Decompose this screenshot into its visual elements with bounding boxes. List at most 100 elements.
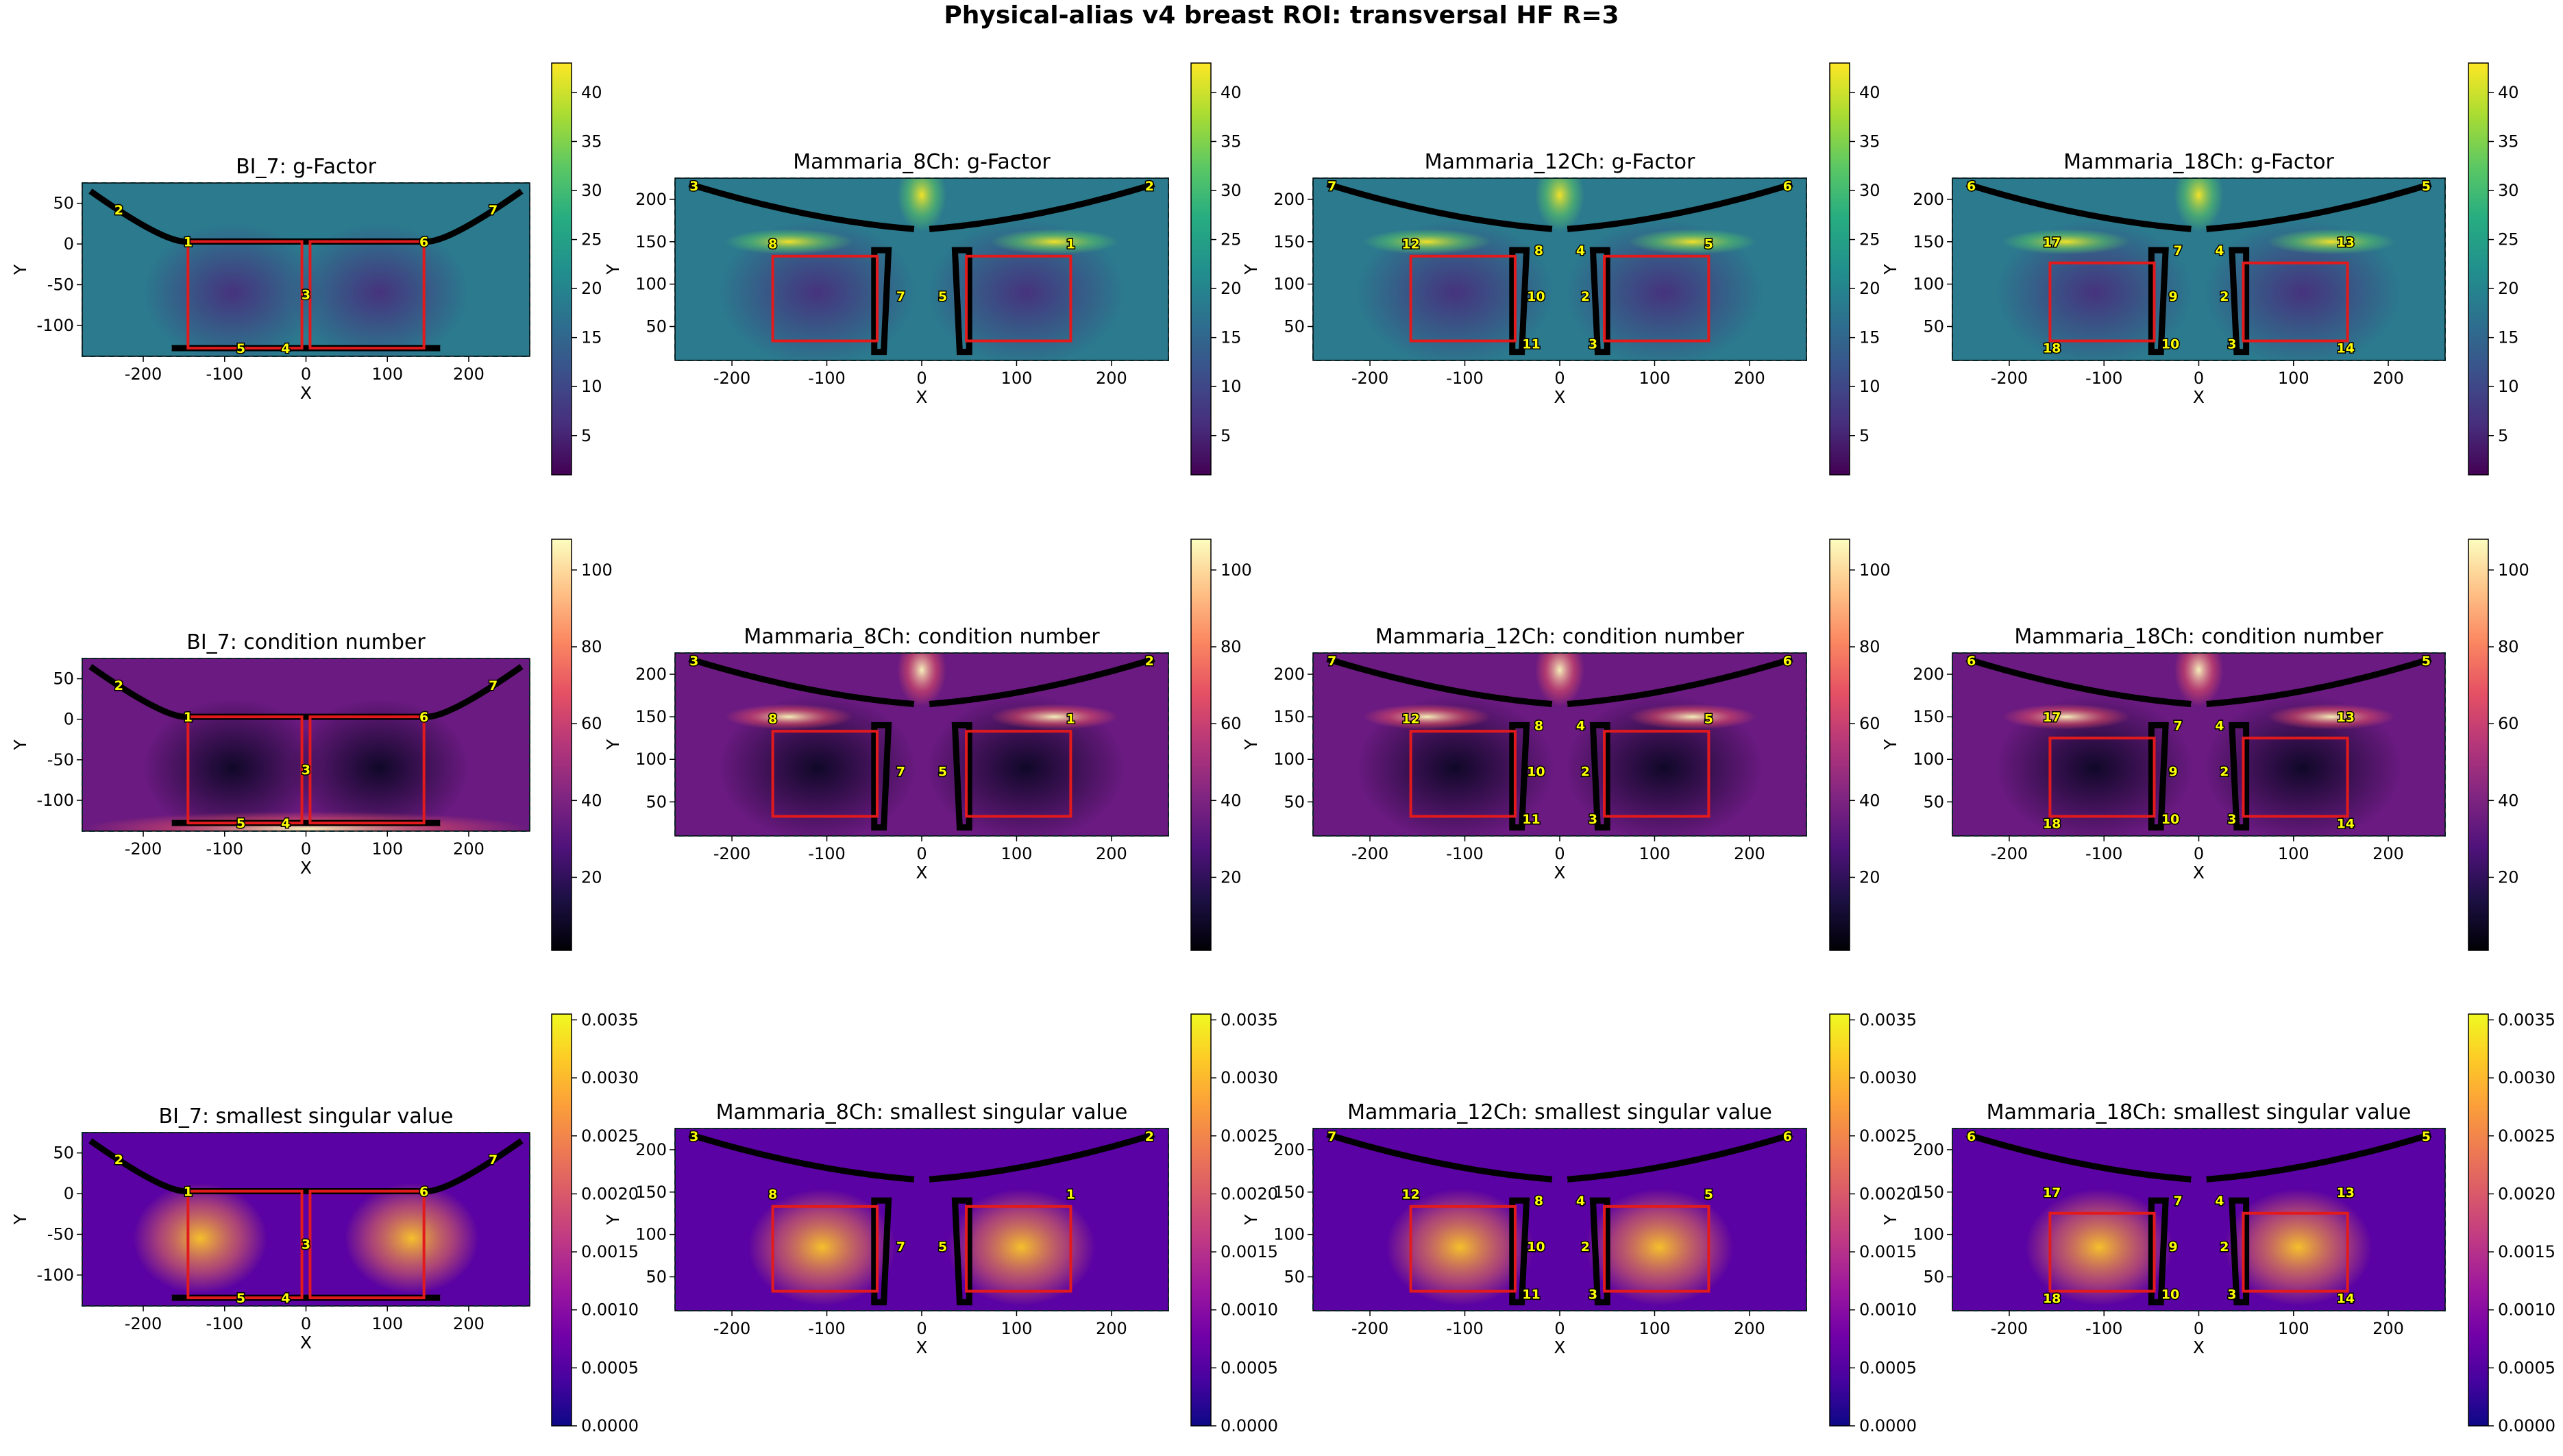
x-tick-label: 100	[371, 365, 403, 384]
panel-5: 1 2 3 4 5 6 7 BI_7: condition number -200 -100 0 10…	[10, 539, 613, 951]
coil-label: 4	[1576, 719, 1585, 734]
coil-label: 7	[896, 289, 905, 304]
coil-label: 1	[184, 235, 193, 250]
y-tick-label: 150	[635, 1183, 667, 1202]
colorbar	[551, 62, 572, 476]
coil-label: 11	[1522, 1287, 1540, 1302]
colorbar-tick-label: 0.0000	[2498, 1416, 2555, 1435]
coil-label: 6	[1967, 179, 1976, 194]
coil-label: 11	[1522, 812, 1540, 827]
colorbar-tick-label: 0.0020	[2498, 1184, 2555, 1203]
figure-title: Physical-alias v4 breast ROI: transversa…	[944, 1, 1619, 29]
panel-4: 2 3 4 5 6 7 9 10 13 14 17 18 Mammaria_18Ch: g-Factor…	[1880, 62, 2519, 476]
hot-band	[724, 704, 853, 730]
colorbar-tick-label: 100	[1859, 560, 1891, 580]
hot-band	[2002, 229, 2131, 255]
colorbar-tick-label: 0.0030	[2498, 1068, 2555, 1087]
coil-label: 4	[281, 341, 290, 356]
heatmap-field: 2 3 4 5 6 7 9 10 13 14 17 18	[1952, 178, 2445, 360]
coil-label: 10	[2161, 1287, 2179, 1302]
coil-labels: 2 3 4 5 6 7 9 10 13 14 17 18	[1966, 653, 2432, 832]
coil-label: 5	[236, 341, 245, 356]
x-tick-label: -200	[125, 365, 162, 384]
y-tick-label: 100	[635, 275, 667, 294]
colorbar-tick-label: 40	[1859, 791, 1880, 810]
roi-boxes	[186, 240, 426, 350]
colorbar-tick-label: 0.0005	[2498, 1358, 2555, 1377]
intensity-blob	[947, 1189, 1096, 1306]
x-tick-label: -200	[1991, 369, 2028, 388]
x-tick-label: 100	[1001, 1319, 1033, 1338]
panel-12: 2 3 4 5 6 7 9 10 13 14 17 18 Mammaria_18Ch: smallest…	[1880, 1010, 2555, 1435]
colorbar-tick-label: 0.0035	[2498, 1010, 2555, 1029]
heatmap-field: 2 3 4 5 6 7 9 10 13 14 17 18	[1952, 653, 2445, 836]
y-tick-label: 50	[1284, 792, 1305, 811]
y-tick-label: 50	[53, 194, 74, 213]
coil-labels: 2 3 4 5 6 7 9 10 13 14 17 18	[1966, 178, 2432, 357]
y-tick-label: 50	[1284, 1268, 1305, 1287]
coil-label: 5	[1704, 712, 1713, 727]
coil-label: 5	[1704, 1187, 1713, 1202]
x-tick-label: 100	[2278, 844, 2309, 863]
y-tick-label: 200	[635, 1140, 667, 1159]
colorbar	[1190, 1013, 1212, 1427]
coil-label: 4	[281, 816, 290, 831]
x-tick-label: 200	[1096, 844, 1127, 863]
x-tick-label: -100	[808, 1319, 845, 1338]
heatmap-field: 2 3 4 5 6 7 8 10 11 12	[1313, 178, 1806, 360]
x-axis-label: X	[916, 387, 927, 407]
coil-label: 2	[1145, 1129, 1154, 1144]
x-tick-label: -200	[1351, 369, 1388, 388]
colorbar-tick-label: 40	[2498, 791, 2519, 810]
colorbar-tick-label: 0.0020	[581, 1184, 639, 1203]
panel-title: Mammaria_8Ch: smallest singular value	[716, 1100, 1128, 1124]
hot-band	[1628, 229, 1757, 255]
x-axis-label: X	[916, 1337, 927, 1357]
y-axis-label: Y	[1241, 739, 1261, 750]
coil-label: 2	[114, 678, 123, 693]
hot-band	[2267, 229, 2396, 255]
coil-label: 8	[1534, 719, 1543, 734]
heatmap-background	[675, 1128, 1168, 1311]
colorbar-tick-label: 20	[1221, 279, 1242, 298]
hot-band	[1628, 704, 1757, 730]
coil-label: 3	[1589, 1287, 1597, 1302]
panel-title: Mammaria_12Ch: smallest singular value	[1347, 1100, 1772, 1124]
x-tick-label: -100	[206, 1314, 243, 1333]
colorbar-tick-label: 60	[2498, 714, 2519, 733]
y-tick-label: 0	[64, 710, 74, 729]
coil-label: 17	[2043, 710, 2061, 725]
coil-label: 4	[2215, 1194, 2224, 1209]
hot-center	[1535, 653, 1584, 707]
panel-6: 1 2 3 5 7 8 Mammaria_8Ch: condition number -200…	[603, 539, 1252, 951]
heatmap-field: 2 3 4 5 6 7 9 10 13 14 17 18	[1952, 1128, 2445, 1311]
colorbar-tick-label: 20	[2498, 867, 2519, 887]
colorbar-tick-label: 40	[1859, 83, 1880, 102]
y-tick-label: -50	[47, 750, 74, 769]
panel-title: Mammaria_8Ch: condition number	[744, 625, 1100, 649]
coil-label: 4	[281, 1291, 290, 1306]
y-tick-label: 200	[635, 665, 667, 684]
coil-label: 2	[1581, 765, 1590, 780]
y-tick-label: 0	[64, 234, 74, 254]
colorbar-tick-label: 0.0010	[581, 1300, 639, 1320]
coil-label: 17	[2043, 235, 2061, 250]
x-axis-label: X	[1554, 1337, 1565, 1357]
low-value-region	[2204, 219, 2402, 360]
coil-edges	[688, 656, 1155, 831]
x-tick-label: 0	[916, 1319, 927, 1338]
y-tick-label: 100	[1273, 275, 1305, 294]
colorbar-tick-label: 0.0035	[1859, 1010, 1917, 1029]
colorbar	[551, 539, 572, 951]
colorbar-tick-label: 0.0025	[581, 1126, 639, 1146]
heatmap-field: 1 2 3 4 5 6 7	[82, 658, 530, 831]
colorbar-tick-label: 30	[1859, 181, 1880, 200]
y-tick-label: 150	[1913, 232, 1944, 251]
coil-label: 2	[1581, 1239, 1590, 1255]
y-tick-label: -50	[47, 1224, 74, 1244]
colorbar-tick-label: 0.0030	[1859, 1068, 1917, 1087]
colorbar-tick-label: 60	[1221, 714, 1242, 733]
coil-labels: 2 3 4 5 6 7 8 10 11 12	[1327, 653, 1793, 828]
x-axis-label: X	[1554, 863, 1565, 883]
y-tick-label: 50	[1284, 317, 1305, 336]
